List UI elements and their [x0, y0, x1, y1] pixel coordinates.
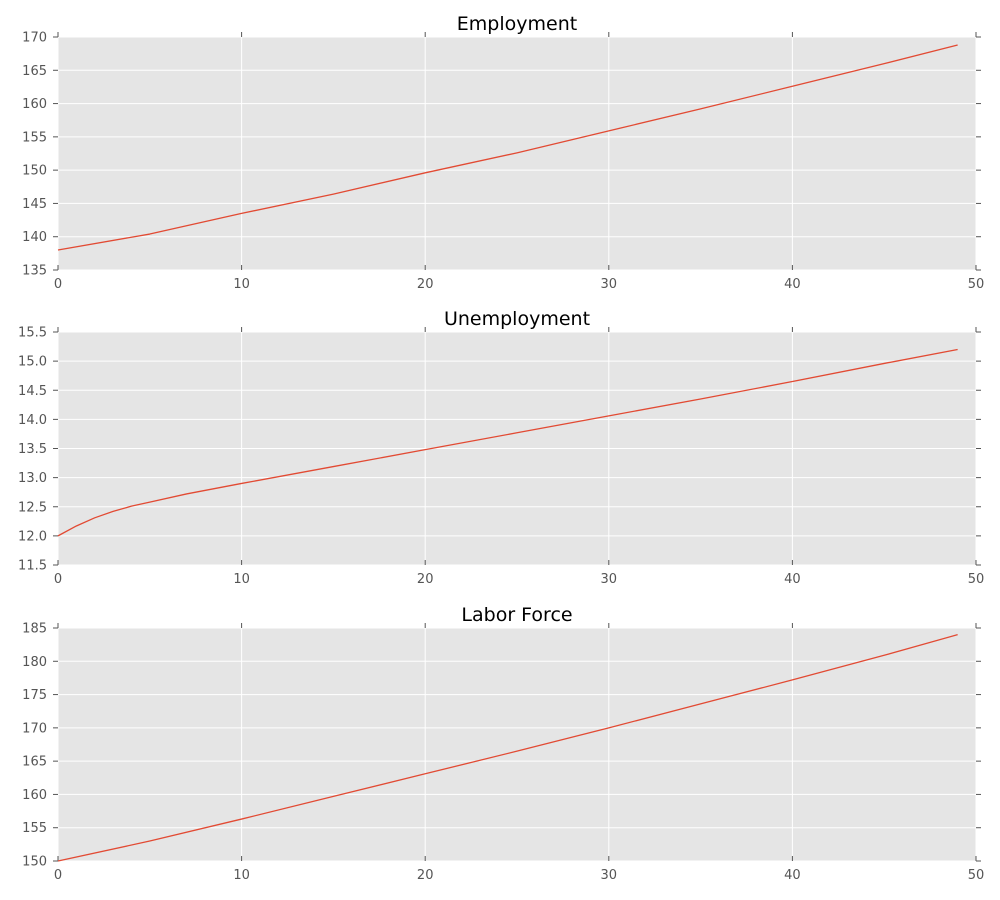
unemployment-x-tick-label: 40 [784, 572, 801, 587]
labor-force-y-tick-label: 165 [22, 755, 47, 770]
employment-y-tick-label: 160 [22, 97, 47, 112]
unemployment-x-tick-label: 0 [54, 572, 62, 587]
labor-force-y-tick-label: 170 [22, 721, 47, 736]
employment-y-tick-label: 150 [22, 164, 47, 179]
employment-x-tick-label: 10 [233, 277, 250, 292]
unemployment-y-tick-label: 13.0 [18, 471, 47, 486]
employment-x-tick-label: 0 [54, 277, 62, 292]
labor-force-x-tick-label: 40 [784, 868, 801, 883]
labor-force-chart: 0 10 20 30 40 50 150 155 160 165 170 175 180 185 Labor… [22, 604, 984, 883]
employment-title: Employment [457, 13, 577, 35]
unemployment-y-tick-label: 15.0 [18, 355, 47, 370]
labor-force-title: Labor Force [461, 604, 572, 626]
unemployment-y-tick-label: 13.5 [18, 442, 47, 457]
labor-force-y-tick-label: 155 [22, 821, 47, 836]
labor-force-y-tick-label: 175 [22, 688, 47, 703]
labor-force-series-line [57, 634, 958, 862]
unemployment-x-tick-label: 30 [601, 572, 618, 587]
unemployment-series-line [57, 348, 958, 537]
employment-x-tick-label: 40 [784, 277, 801, 292]
labor-force-x-tick-label: 50 [968, 868, 985, 883]
unemployment-x-tick-label: 50 [968, 572, 985, 587]
employment-chart: 0 10 20 30 40 50 135 140 145 150 155 160 165 170 Emplo… [22, 13, 984, 292]
unemployment-y-tick-label: 12.5 [18, 500, 47, 515]
unemployment-x-tick-label: 20 [417, 572, 434, 587]
employment-y-tick-label: 165 [22, 64, 47, 79]
unemployment-y-tick-label: 11.5 [18, 559, 47, 574]
employment-x-tick-label: 20 [417, 277, 434, 292]
labor-force-y-tick-label: 150 [22, 855, 47, 870]
labor-force-y-tick-label: 160 [22, 788, 47, 803]
employment-plot-area [58, 37, 976, 270]
labor-force-x-tick-label: 20 [417, 868, 434, 883]
labor-force-y-tick-label: 185 [22, 622, 47, 637]
employment-x-tick-label: 50 [968, 277, 985, 292]
unemployment-y-tick-label: 15.5 [18, 326, 47, 341]
unemployment-x-tick-label: 10 [233, 572, 250, 587]
employment-x-tick-label: 30 [601, 277, 618, 292]
unemployment-title: Unemployment [444, 308, 590, 330]
unemployment-y-tick-label: 14.0 [18, 413, 47, 428]
employment-y-tick-label: 135 [22, 264, 47, 279]
labor-force-x-tick-label: 30 [601, 868, 618, 883]
employment-series-line [57, 44, 958, 251]
labor-force-y-tick-label: 180 [22, 655, 47, 670]
unemployment-y-tick-label: 12.0 [18, 529, 47, 544]
employment-y-tick-label: 140 [22, 230, 47, 245]
employment-y-tick-label: 155 [22, 130, 47, 145]
employment-y-tick-label: 170 [22, 31, 47, 46]
labor-force-plot-area [58, 628, 976, 861]
labor-force-x-tick-label: 0 [54, 868, 62, 883]
unemployment-chart: 0 10 20 30 40 50 11.5 12.0 12.5 13.0 13.5 14.0 14.5 1… [18, 308, 984, 587]
labor-force-x-tick-label: 10 [233, 868, 250, 883]
employment-y-tick-label: 145 [22, 197, 47, 212]
unemployment-y-tick-label: 14.5 [18, 384, 47, 399]
